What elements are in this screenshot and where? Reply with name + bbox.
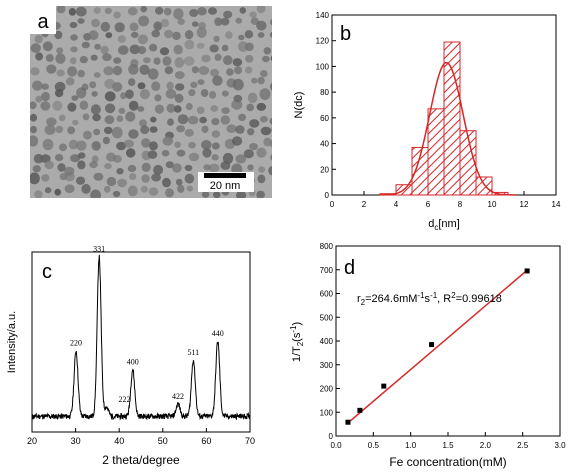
y-axis-label: Intensity/a.u. [6, 311, 18, 373]
histogram-bar [443, 41, 461, 196]
x-tick-label: 2.0 [480, 441, 492, 450]
y-tick-label: 400 [320, 337, 334, 346]
panel-c-label: c [42, 261, 52, 283]
peak-label: 222 [119, 395, 131, 404]
x-tick-label: 3.0 [554, 441, 566, 450]
histogram-bar [459, 130, 477, 196]
xrd-chart: c 20 30 40 50 60 70 220 331 222 400 422 511 440 Int… [6, 245, 255, 467]
panel-d-relaxivity: d 0 100 200 300 400 500 600 700 800 0.0 0.5 1.0 1.5… [289, 238, 574, 470]
x-tick-label: 8 [458, 200, 463, 209]
scale-bar [204, 173, 246, 178]
panel-a-label: a [37, 11, 49, 33]
plot-frame [31, 251, 251, 433]
x-tick-label: 2.5 [517, 441, 529, 450]
x-tick-label: 20 [27, 436, 37, 446]
y-tick-label: 300 [320, 361, 334, 370]
x-tick-label: 2 [362, 200, 367, 209]
y-tick-label: 60 [320, 114, 329, 123]
plot-frame [335, 245, 561, 437]
histogram-chart: b 0 20 40 60 80 100 120 140 0 2 4 6 8 10 12 14 N(dc) d… [293, 11, 561, 232]
xrd-pattern-line [31, 254, 251, 421]
panel-d-label: d [344, 257, 355, 279]
y-tick-label: 200 [320, 385, 334, 394]
panel-a-tem-image: a 20 nm [27, 3, 284, 202]
y-tick-label: 20 [320, 165, 329, 174]
peak-label: 331 [93, 245, 105, 254]
y-tick-label: 140 [316, 11, 330, 20]
data-point [524, 268, 530, 274]
y-tick-label: 500 [320, 313, 334, 322]
x-tick-label: 4 [394, 200, 399, 209]
x-tick-label: 60 [201, 436, 211, 446]
panel-b-histogram: b 0 20 40 60 80 100 120 140 0 2 4 6 8 10 12 14 N(dc) d… [290, 0, 574, 232]
y-tick-label: 0 [329, 432, 334, 441]
x-tick-label: 0.5 [368, 441, 380, 450]
data-point [381, 383, 387, 389]
x-tick-label: 0.0 [330, 441, 342, 450]
y-tick-label: 700 [320, 266, 334, 275]
histogram-bar [475, 176, 493, 196]
relaxivity-chart: d 0 100 200 300 400 500 600 700 800 0.0 0.5 1.0 1.5… [289, 242, 566, 469]
y-tick-label: 100 [320, 408, 334, 417]
panel-a-label-box [30, 6, 56, 34]
peak-label: 511 [187, 348, 199, 357]
x-tick-label: 0 [330, 200, 335, 209]
x-tick-label: 30 [71, 436, 81, 446]
tem-micrograph: a 20 nm [27, 3, 284, 202]
peak-label: 400 [127, 357, 139, 366]
fit-annotation: r2=264.6mM-1s-1, R2=0.99618 [357, 291, 502, 307]
y-tick-label: 40 [320, 140, 329, 149]
x-tick-label: 6 [426, 200, 431, 209]
scale-bar-label: 20 nm [210, 180, 241, 192]
x-tick-label: 40 [114, 436, 124, 446]
x-tick-label: 70 [245, 436, 255, 446]
data-point [345, 419, 351, 425]
y-tick-label: 600 [320, 290, 334, 299]
y-tick-label: 80 [320, 88, 329, 97]
histogram-bar [427, 108, 445, 196]
x-tick-label: 12 [520, 200, 529, 209]
data-point [357, 407, 363, 413]
y-tick-label: 100 [316, 62, 330, 71]
x-tick-label: 10 [488, 200, 497, 209]
x-axis-label: 2 theta/degree [102, 453, 180, 467]
x-axis-label: dc[nm] [428, 218, 460, 232]
y-axis-label: N(dc) [293, 92, 305, 119]
peak-label: 440 [212, 329, 224, 338]
x-tick-label: 1.5 [442, 441, 454, 450]
x-tick-label: 1.0 [405, 441, 417, 450]
y-tick-label: 800 [320, 242, 334, 251]
x-tick-label: 50 [158, 436, 168, 446]
y-axis-label: 1/T2(s-1) [290, 322, 305, 362]
peak-label: 422 [172, 392, 184, 401]
gaussian-fit-curve [380, 61, 516, 196]
panel-b-label: b [340, 23, 351, 45]
peak-label: 220 [70, 339, 82, 348]
y-tick-label: 0 [325, 191, 330, 200]
data-point [429, 342, 435, 348]
panel-c-xrd: c 20 30 40 50 60 70 220 331 222 400 422 511 440 Int… [0, 238, 280, 470]
x-axis-label: Fe concentration(mM) [389, 455, 506, 469]
linear-fit-line [347, 269, 528, 424]
x-tick-label: 14 [552, 200, 561, 209]
y-tick-label: 120 [316, 37, 330, 46]
